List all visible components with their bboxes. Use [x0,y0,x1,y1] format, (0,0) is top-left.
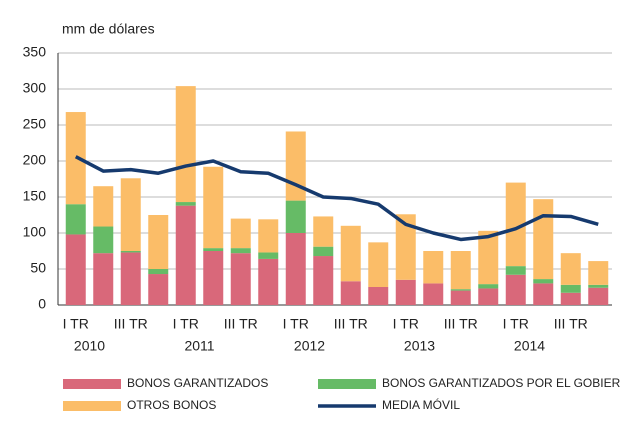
year-label: 2013 [404,338,435,354]
x-tick-label: I TR [283,316,309,332]
bar-segment [588,287,609,305]
bar-segment [285,131,306,201]
bar-segment [285,200,306,233]
bar-segment [120,178,141,251]
y-axis-label: mm de dólares [62,21,155,37]
bar-segment [120,251,141,253]
bar-segment [93,226,114,254]
y-tick-label: 200 [23,152,47,168]
bar-segment [450,290,471,305]
bar-segment [505,182,526,267]
bar-segment [533,199,554,280]
legend-swatch [63,401,121,411]
y-tick-label: 0 [38,296,46,312]
x-tick-label: III TR [114,316,148,332]
x-tick-label: I TR [503,316,529,332]
bar-segment [230,253,251,305]
bar-segment [478,230,499,285]
y-tick-label: 50 [30,260,46,276]
legend-label: OTROS BONOS [127,398,216,412]
bar-segment [423,283,444,305]
bar-segment [450,251,471,290]
legend-label: BONOS GARANTIZADOS [127,376,268,390]
bar-segment [395,279,416,305]
legend-swatch [63,379,121,389]
x-tick-label: I TR [173,316,199,332]
bar-segment [505,266,526,275]
bar-segment [120,252,141,305]
bar-segment [588,261,609,285]
bar-segment [533,279,554,284]
bar-segment [258,258,279,305]
year-label: 2010 [74,338,105,354]
x-tick-label: III TR [334,316,368,332]
legend-label: BONOS GARANTIZADOS POR EL GOBIERNO [382,376,621,390]
year-label: 2014 [514,338,545,354]
bar-segment [175,205,196,305]
bar-segment [148,215,169,269]
x-tick-label: III TR [444,316,478,332]
bar-segment [203,248,224,251]
bar-segment [65,204,86,235]
legend-label: MEDIA MÓVIL [382,397,460,412]
bar-segment [560,292,581,305]
y-tick-label: 300 [23,80,47,96]
bar-segment [560,253,581,285]
bar-segment [313,256,334,305]
bar-segment [560,284,581,293]
bar-segment [258,252,279,259]
bar-segment [230,248,251,254]
x-tick-label: III TR [224,316,258,332]
bar-segment [450,289,471,291]
y-tick-label: 250 [23,116,47,132]
bar-segment [395,214,416,280]
legend-swatch [318,379,376,389]
bar-segment [313,216,334,247]
y-tick-label: 100 [23,224,47,240]
y-tick-label: 350 [23,44,47,60]
bar-segment [423,251,444,284]
bar-segment [93,253,114,305]
bar-segment [203,251,224,305]
x-tick-label: III TR [554,316,588,332]
bar-segment [175,202,196,206]
bar-segment [340,225,361,282]
bar-segment [65,234,86,305]
bar-segment [203,166,224,249]
x-tick-label: I TR [63,316,89,332]
bar-segment [230,218,251,249]
bar-segment [533,283,554,305]
bar-segment [93,186,114,227]
bar-segment [478,288,499,305]
bar-segment [588,284,609,288]
bar-segment [148,269,169,275]
x-tick-label: I TR [393,316,419,332]
bar-segment [258,219,279,253]
bar-segment [313,246,334,257]
bar-segment [368,242,389,287]
bar-segment [175,86,196,203]
y-tick-label: 150 [23,188,47,204]
bar-segment [148,274,169,305]
bar-segment [505,274,526,305]
year-label: 2011 [184,338,214,354]
bar-segment [368,287,389,305]
year-label: 2012 [294,338,325,354]
bar-segment [340,281,361,305]
bar-segment [285,233,306,305]
bar-segment [478,284,499,289]
line [74,155,599,242]
